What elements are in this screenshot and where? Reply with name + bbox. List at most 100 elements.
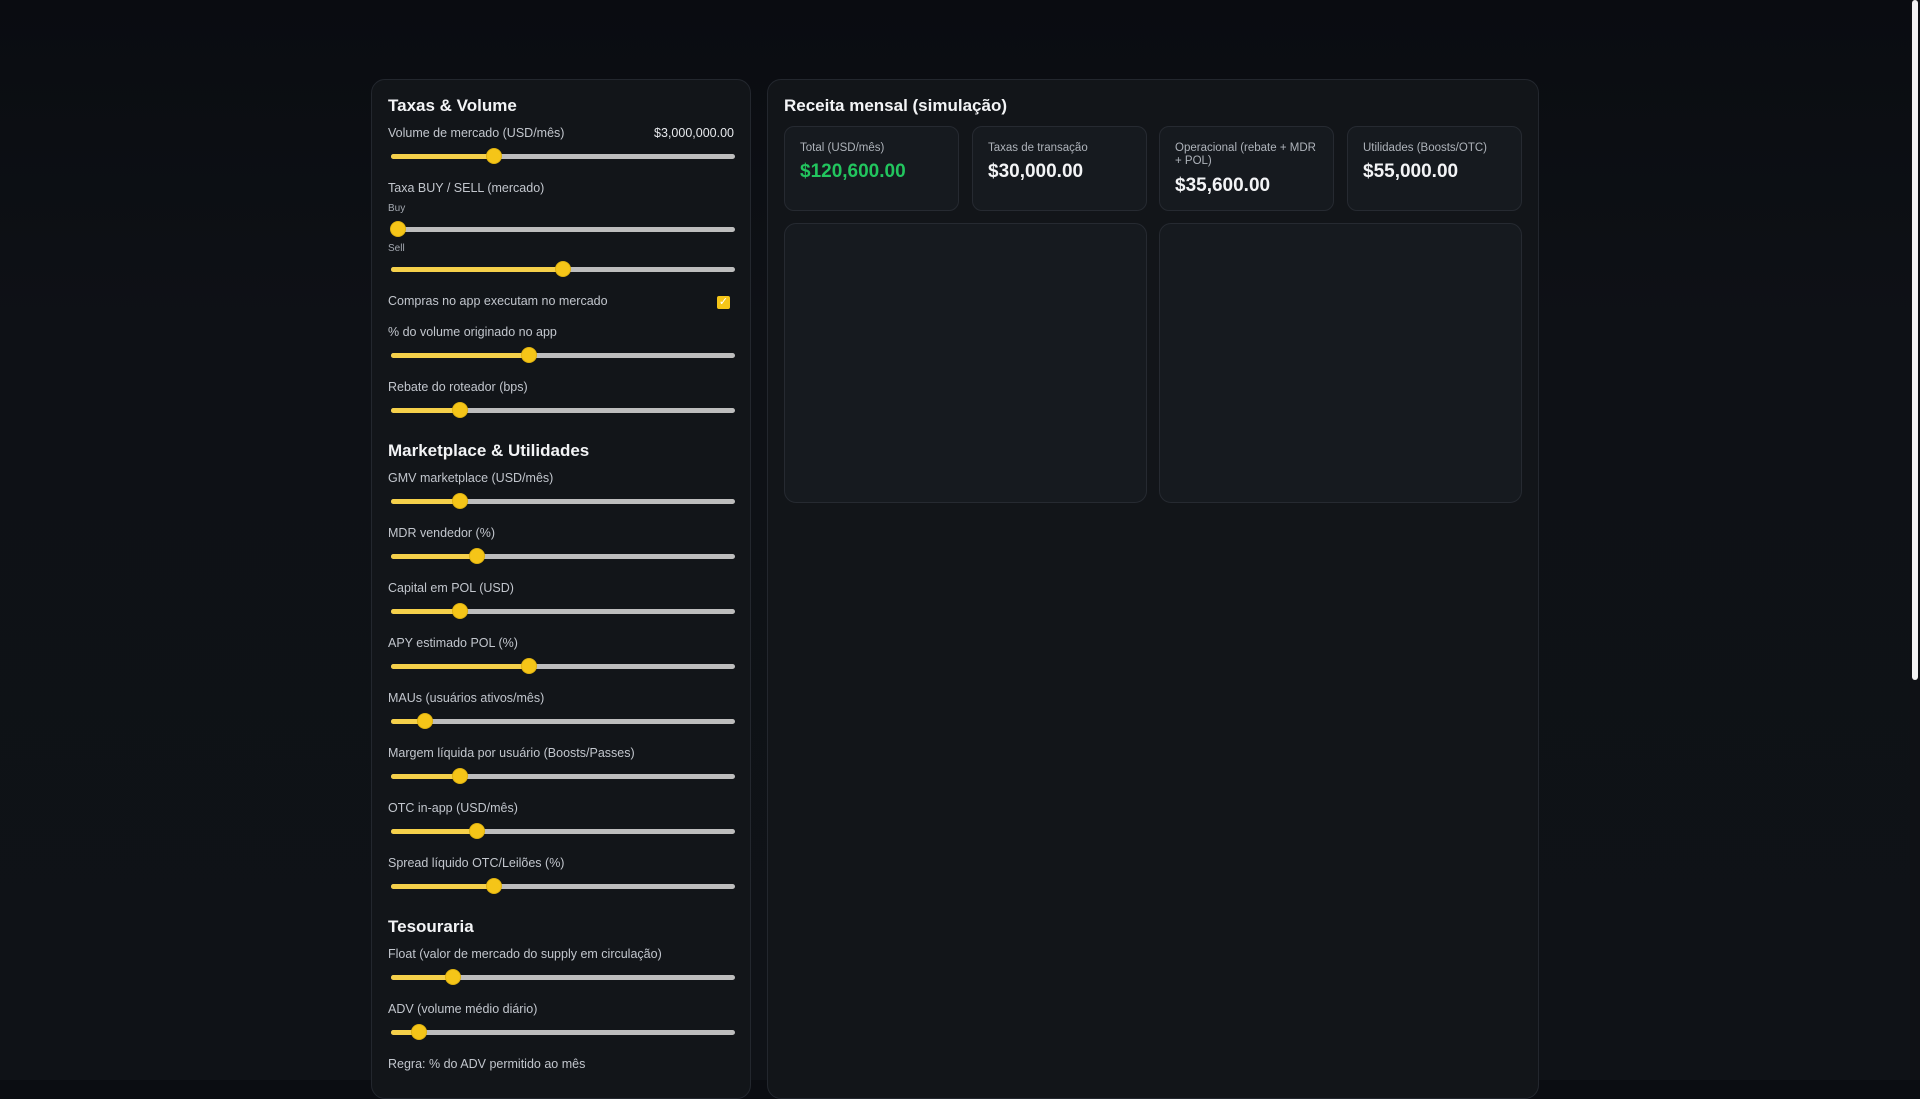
slider-thumb[interactable] [452,403,467,417]
slider-thumb[interactable] [470,549,484,563]
slider-fill [391,353,529,358]
app-volume-pct-slider[interactable] [391,348,735,362]
kpi-card-utilities: Utilidades (Boosts/OTC) $55,000.00 [1347,126,1522,211]
slider-thumb[interactable] [470,824,484,838]
revenue-title: Receita mensal (simulação) [784,96,1007,115]
market-volume-slider[interactable] [391,149,735,163]
pol-apy-slider[interactable] [391,659,735,673]
app-purchases-checkbox[interactable]: ✓ [717,296,730,309]
slider-fill [391,1030,419,1035]
slider-fill [391,719,426,724]
slider-track [391,609,735,614]
slider-thumb[interactable] [521,348,536,362]
kpi-value: $55,000.00 [1363,161,1459,182]
net-margin-slider[interactable] [391,769,735,783]
slider-track [391,664,735,669]
slider-track [391,408,735,413]
slider-fill [391,499,460,504]
kpi-card-operational: Operacional (rebate + MDR + POL) $35,600… [1159,126,1334,211]
slider-track [391,774,735,779]
kpi-label: Total (USD/mês) [800,142,885,154]
slider-thumb[interactable] [452,604,467,618]
kpi-value: $35,600.00 [1175,175,1271,196]
slider-fill [391,884,495,889]
section-title-tesouraria: Tesouraria [388,917,474,936]
slider-track [391,719,735,724]
pol-capital-label: Capital em POL (USD) [388,581,514,595]
slider-track [391,829,735,834]
adv-rule-label: Regra: % do ADV permitido ao mês [388,1057,586,1071]
fee-buy-sell-label: Taxa BUY / SELL (mercado) [388,181,545,195]
pol-apy-label: APY estimado POL (%) [388,636,518,650]
adv-slider[interactable] [391,1025,735,1039]
scrollbar-thumb[interactable] [1912,0,1918,680]
slider-track [391,554,735,559]
slider-track [391,227,735,232]
mdr-label: MDR vendedor (%) [388,526,495,540]
slider-thumb[interactable] [411,1025,426,1039]
gmv-label: GMV marketplace (USD/mês) [388,471,554,485]
slider-fill [391,154,495,159]
slider-thumb[interactable] [390,222,405,236]
slider-track [391,499,735,504]
slider-track [391,975,735,980]
slider-fill [391,664,529,669]
slider-thumb[interactable] [521,659,536,673]
slider-track [391,884,735,889]
app-volume-pct-label: % do volume originado no app [388,325,557,339]
mdr-slider[interactable] [391,549,735,563]
section-title-marketplace: Marketplace & Utilidades [388,441,590,460]
slider-thumb[interactable] [487,149,502,163]
slider-thumb[interactable] [556,262,570,276]
slider-thumb[interactable] [487,879,502,893]
buy-sub-label: Buy [388,203,406,214]
slider-fill [391,408,460,413]
slider-thumb[interactable] [452,494,467,508]
page-scrollbar[interactable] [1910,0,1920,1080]
slider-fill [391,267,563,272]
pol-capital-slider[interactable] [391,604,735,618]
kpi-label: Utilidades (Boosts/OTC) [1363,142,1487,154]
slider-fill [391,829,477,834]
otc-slider[interactable] [391,824,735,838]
router-rebate-label: Rebate do roteador (bps) [388,380,528,394]
market-volume-value: $3,000,000.00 [654,126,734,140]
kpi-card-transaction-fees: Taxas de transação $30,000.00 [972,126,1147,211]
maus-label: MAUs (usuários ativos/mês) [388,691,545,705]
float-slider[interactable] [391,970,735,984]
kpi-value: $30,000.00 [988,161,1084,182]
float-label: Float (valor de mercado do supply em cir… [388,947,662,961]
kpi-label: Taxas de transação [988,142,1088,154]
kpi-label: Operacional (rebate + MDR + POL) [1175,142,1316,167]
market-volume-label: Volume de mercado (USD/mês) [388,126,565,140]
revenue-panel: Receita mensal (simulação) Total (USD/mê… [767,79,1539,1099]
gmv-slider[interactable] [391,494,735,508]
adv-label: ADV (volume médio diário) [388,1002,538,1016]
slider-thumb[interactable] [418,714,433,728]
otc-label: OTC in-app (USD/mês) [388,801,518,815]
buy-fee-slider[interactable] [390,222,735,236]
slider-fill [391,774,460,779]
chart-placeholder-right [1159,223,1522,503]
kpi-card-total: Total (USD/mês) $120,600.00 [784,126,959,211]
router-rebate-slider[interactable] [391,403,735,417]
slider-thumb[interactable] [445,970,460,984]
slider-thumb[interactable] [452,769,467,783]
spread-slider[interactable] [391,879,735,893]
spread-label: Spread líquido OTC/Leilões (%) [388,856,565,870]
slider-track [391,1030,735,1035]
net-margin-label: Margem líquida por usuário (Boosts/Passe… [388,746,635,760]
maus-slider[interactable] [391,714,735,728]
sell-sub-label: Sell [388,243,405,254]
app-purchases-label: Compras no app executam no mercado [388,294,608,308]
kpi-value: $120,600.00 [800,161,906,182]
section-title-taxas-volume: Taxas & Volume [388,96,517,115]
slider-fill [391,975,453,980]
slider-fill [391,554,477,559]
chart-placeholder-left [784,223,1147,503]
sell-fee-slider[interactable] [391,262,735,276]
slider-track [391,353,735,358]
slider-fill [391,609,460,614]
controls-panel: Taxas & Volume Volume de mercado (USD/mê… [371,79,751,1099]
